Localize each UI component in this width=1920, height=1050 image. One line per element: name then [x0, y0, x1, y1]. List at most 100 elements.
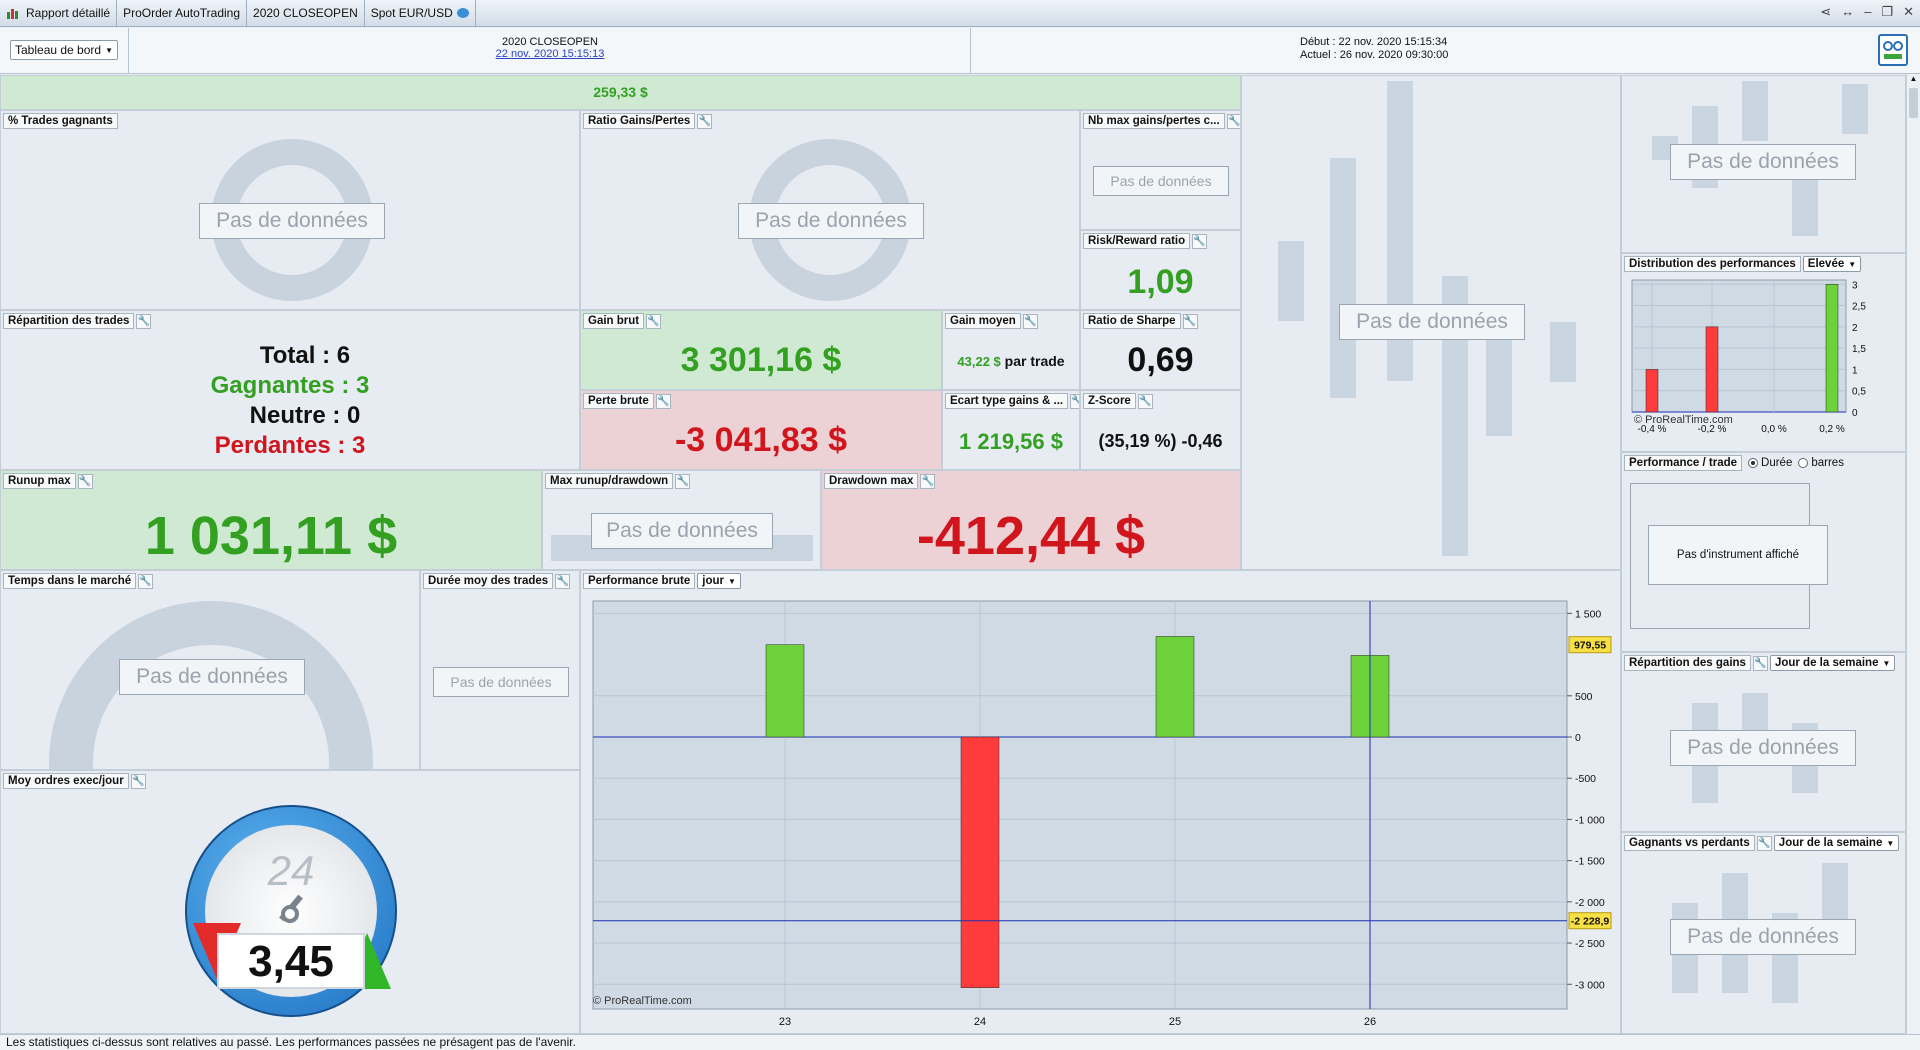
weekday-select-label: Jour de la semaine: [1778, 837, 1883, 849]
report-settings-icon[interactable]: [1878, 34, 1908, 66]
wrench-icon[interactable]: 🔧: [1070, 393, 1079, 409]
scroll-up-icon[interactable]: ▲: [1909, 74, 1918, 83]
risk-reward-value: 1,09: [1127, 263, 1194, 301]
radio-barres[interactable]: barres: [1798, 457, 1844, 469]
no-data-label: Pas de données: [1093, 166, 1229, 196]
wrench-icon[interactable]: 🔧: [655, 393, 671, 409]
bar: [1645, 369, 1659, 413]
marker-badge: [1568, 636, 1612, 654]
wrench-icon[interactable]: 🔧: [697, 113, 713, 129]
level-select-label: Elevée: [1807, 258, 1845, 270]
perte-brute-value: -3 041,83 $: [674, 421, 848, 459]
x-tick-label: 26: [1364, 1016, 1376, 1028]
wrench-icon[interactable]: 🔧: [1137, 393, 1153, 409]
period-select-label: jour: [702, 575, 724, 587]
wrench-icon[interactable]: 🔧: [920, 473, 936, 489]
view-select-label: Tableau de bord: [15, 43, 102, 57]
wrench-icon[interactable]: 🔧: [1192, 233, 1208, 249]
vertical-scrollbar[interactable]: ▲: [1906, 74, 1920, 1034]
strategy-date-link[interactable]: 22 nov. 2020 15:15:13: [495, 48, 605, 60]
wrench-icon[interactable]: 🔧: [136, 313, 152, 329]
wrench-icon[interactable]: 🔧: [555, 573, 571, 589]
wrench-icon[interactable]: 🔧: [1226, 113, 1241, 129]
neutral-trades: Neutre : 0: [249, 402, 361, 429]
period-select[interactable]: jour ▼: [697, 573, 741, 589]
chevron-down-icon: ▼: [728, 576, 736, 586]
wrench-icon[interactable]: 🔧: [138, 573, 154, 589]
tab-rapport-detaille[interactable]: Rapport détaillé: [0, 0, 118, 27]
y-tick-label: -2 000: [1575, 897, 1605, 909]
tab-label: 2020 CLOSEOPEN: [253, 6, 358, 20]
wrench-icon[interactable]: 🔧: [675, 473, 691, 489]
panel-title: Durée moy des trades: [423, 573, 554, 589]
wrench-icon[interactable]: 🔧: [1022, 313, 1038, 329]
clock-number: 24: [267, 847, 315, 894]
weekday-select[interactable]: Jour de la semaine ▼: [1773, 835, 1900, 851]
panel-drawdown-max: Drawdown max 🔧 -412,44 $: [821, 470, 1241, 570]
wrench-icon[interactable]: 🔧: [1756, 835, 1772, 851]
wrench-icon[interactable]: 🔧: [130, 773, 146, 789]
performance-chart[interactable]: 1 500 500 0 -500 -1 000 -1 500 -2 000 -2 500 -3 …: [581, 571, 1621, 1034]
y-tick-label: 0: [1575, 732, 1581, 744]
gain-moyen-suffix: par trade: [1004, 353, 1065, 369]
tab-strategy[interactable]: 2020 CLOSEOPEN: [247, 0, 365, 27]
divider: [970, 28, 971, 74]
bar: [765, 644, 805, 738]
panel-duree-moy: Durée moy des trades 🔧 Pas de données: [420, 570, 580, 770]
marker-label: 979,55: [1574, 640, 1606, 652]
tab-instrument[interactable]: Spot EUR/USD: [365, 0, 476, 27]
pin-icon[interactable]: ↔: [1841, 4, 1855, 19]
ecart-type-value: 1 219,56 $: [959, 429, 1063, 454]
wrench-icon[interactable]: 🔧: [77, 473, 93, 489]
close-icon[interactable]: ✕: [1903, 4, 1914, 19]
share-icon[interactable]: ⋖: [1820, 4, 1832, 19]
chevron-down-icon: ▼: [1882, 658, 1891, 668]
info-bubble-icon[interactable]: [456, 8, 469, 18]
panel-title: Distribution des performances: [1624, 256, 1801, 272]
bar: [1705, 326, 1719, 413]
no-data-label: Pas de données: [119, 659, 305, 695]
distribution-chart[interactable]: 3 2,5 2 1,5 1 0,5 0 -0,4 % -0,2 % 0,0 % 0,2 %: [1622, 254, 1906, 452]
level-select[interactable]: Elevée ▼: [1802, 256, 1862, 272]
restore-icon[interactable]: ❐: [1881, 4, 1894, 19]
report-icon: [6, 7, 20, 20]
wrench-icon[interactable]: 🔧: [646, 313, 662, 329]
panel-title: Max runup/drawdown: [545, 473, 674, 489]
radio-unchecked-icon: [1798, 458, 1809, 468]
wrench-icon[interactable]: 🔧: [1182, 313, 1198, 329]
no-data-label: Pas de données: [1670, 919, 1856, 955]
no-data-label: Pas de données: [433, 667, 569, 697]
view-select[interactable]: Tableau de bord ▼: [10, 40, 118, 60]
ghost-bar: [1278, 241, 1304, 321]
ghost-bar: [1842, 84, 1868, 134]
window-controls: ⋖ ↔ – ❐ ✕: [1820, 4, 1914, 20]
y-tick-label: 2,5: [1852, 302, 1866, 313]
chart-watermark: © ProRealTime.com: [593, 995, 692, 1007]
y-tick-label: 0,5: [1852, 387, 1866, 398]
y-tick-label: -1 500: [1575, 856, 1605, 868]
wrench-icon[interactable]: 🔧: [1752, 655, 1768, 671]
summary-value: 259,33 $: [593, 84, 648, 100]
tab-proorder[interactable]: ProOrder AutoTrading: [117, 0, 248, 27]
ghost-bar: [1486, 336, 1512, 436]
panel-title: Ratio Gains/Pertes: [583, 113, 696, 129]
scroll-thumb[interactable]: [1909, 88, 1918, 118]
panel-performance-trade: Performance / trade Durée barres Pas d'i…: [1621, 452, 1906, 652]
minimize-icon[interactable]: –: [1864, 4, 1872, 19]
no-data-label: Pas de données: [1670, 144, 1856, 180]
x-tick-label: 25: [1169, 1016, 1181, 1028]
radio-duree[interactable]: Durée: [1748, 457, 1792, 469]
panel-temps-marche: Temps dans le marché 🔧 Pas de données: [0, 570, 420, 770]
x-tick-label: -0,4 %: [1638, 424, 1667, 435]
weekday-select[interactable]: Jour de la semaine ▼: [1769, 655, 1896, 671]
panel-title: Temps dans le marché: [3, 573, 137, 589]
no-data-label: Pas de données: [738, 203, 924, 239]
panel-distribution: Distribution des performances Elevée ▼ 3 2…: [1621, 253, 1906, 452]
ghost-bar: [1822, 863, 1848, 923]
panel-trades-gagnants: % Trades gagnants Pas de données: [0, 110, 580, 310]
clock-pivot: [281, 905, 299, 923]
radio-checked-icon: [1748, 458, 1759, 468]
no-data-label: Pas de données: [1670, 730, 1856, 766]
x-tick-label: 0,0 %: [1761, 424, 1787, 435]
debut-value: 22 nov. 2020 15:15:34: [1338, 36, 1448, 48]
